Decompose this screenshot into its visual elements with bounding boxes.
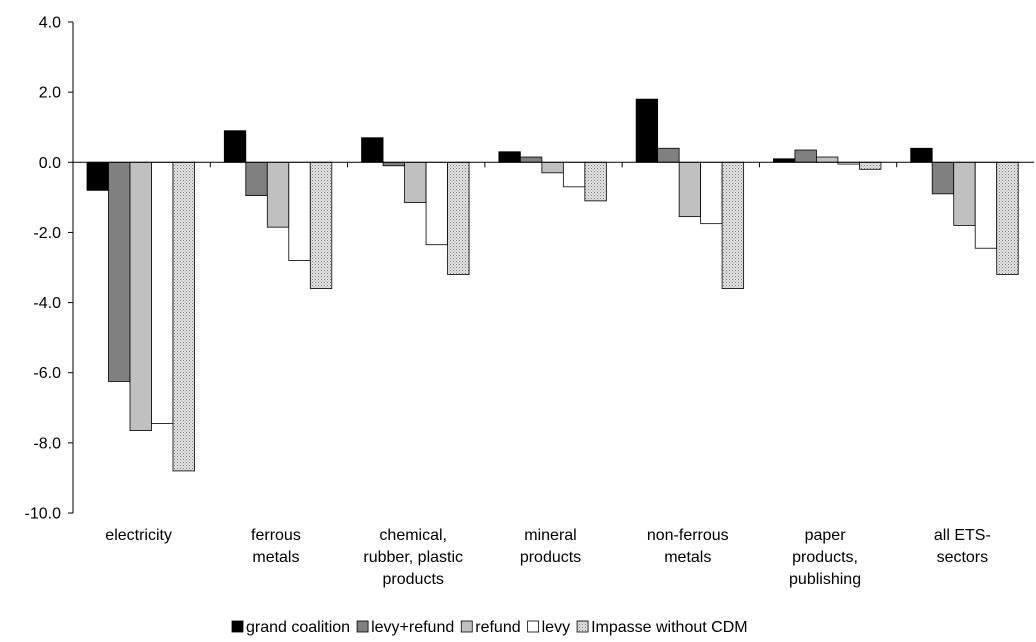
category-label-line: publishing: [789, 571, 861, 588]
y-tick-label: 4.0: [39, 15, 61, 32]
bar-levy-3: [425, 161, 448, 246]
axes-layer: [68, 21, 1034, 514]
legend-label: Impasse without CDM: [591, 619, 748, 636]
category-label: mineral products: [520, 527, 581, 566]
category-label-line: products: [520, 549, 581, 566]
bar-refund-6: [816, 156, 839, 163]
bars-layer: [86, 98, 1019, 472]
bar-levy-refund-1: [108, 161, 131, 382]
bar-impasse-without-cdm-7: [996, 161, 1019, 275]
category-label-line: all ETS-: [934, 527, 991, 544]
bar-levy-refund-3: [382, 161, 405, 167]
y-tick-label: -2.0: [33, 225, 61, 242]
legend-label: levy+refund: [371, 619, 454, 636]
bar-levy-refund-4: [519, 156, 543, 163]
category-label-line: sectors: [937, 549, 989, 566]
category-label-line: rubber, plastic: [363, 549, 463, 566]
bar-impasse-without-cdm-6: [859, 161, 882, 170]
bar-grand-coalition-2: [223, 130, 247, 163]
category-label: ferrous metals: [251, 527, 301, 566]
bar-impasse-without-cdm-2: [309, 161, 333, 289]
bar-levy-4: [562, 161, 586, 188]
bar-levy-refund-2: [245, 161, 268, 197]
bar-refund-3: [404, 161, 427, 204]
category-label-line: mineral: [524, 527, 576, 544]
labels-layer: 4.0 2.0 0.0 -2.0 -4.0 -6.0 -8.0 -10.0 electricit…: [25, 15, 991, 589]
bar-refund-1: [129, 161, 152, 431]
bar-impasse-without-cdm-1: [172, 161, 195, 472]
y-tick-label: -8.0: [33, 435, 61, 452]
bar-levy-refund-5: [657, 147, 680, 163]
category-label-line: electricity: [105, 527, 172, 544]
legend-label: levy: [542, 619, 570, 636]
category-label-line: paper: [805, 527, 847, 544]
bar-refund-2: [266, 161, 290, 228]
category-label: electricity: [105, 527, 172, 544]
category-label-line: products: [383, 571, 444, 588]
bar-impasse-without-cdm-4: [584, 161, 607, 202]
bar-grand-coalition-4: [498, 151, 521, 163]
bar-grand-coalition-1: [86, 161, 109, 191]
y-tick-label: -10.0: [25, 506, 62, 523]
bar-refund-4: [541, 161, 564, 174]
y-tick-label: -6.0: [33, 365, 61, 382]
category-label: chemical, rubber, plastic products: [363, 527, 463, 588]
bar-levy-2: [288, 161, 311, 261]
category-label: non-ferrous metals: [647, 527, 729, 566]
category-label-line: metals: [252, 549, 299, 566]
legend-swatch-refund: [460, 620, 473, 633]
y-tick-label: -4.0: [33, 295, 61, 312]
bar-refund-5: [678, 161, 702, 218]
legend-swatch-levy: [527, 620, 540, 633]
legend-swatch-levy-refund: [356, 620, 369, 633]
category-label: paper products, publishing: [789, 527, 861, 588]
bar-levy-refund-7: [931, 161, 955, 195]
legend-swatch-grand-coalition: [231, 620, 244, 633]
y-tick-label: 0.0: [39, 155, 61, 172]
bar-grand-coalition-3: [361, 137, 384, 163]
bar-levy-1: [151, 161, 174, 424]
category-label-line: ferrous: [251, 527, 301, 544]
legend-label: grand coalition: [246, 619, 350, 636]
y-tick-label: 2.0: [39, 85, 61, 102]
legend: grand coalition levy+refund refund levy Impa…: [231, 619, 748, 636]
bar-grand-coalition-5: [635, 98, 659, 163]
legend-label: refund: [475, 619, 520, 636]
bar-grand-coalition-7: [910, 147, 933, 163]
category-label-line: metals: [664, 549, 711, 566]
category-label-line: products,: [792, 549, 858, 566]
category-label-line: chemical,: [379, 527, 447, 544]
bar-grand-coalition-6: [773, 158, 796, 163]
category-label: all ETS-sectors: [934, 527, 991, 566]
bar-impasse-without-cdm-5: [721, 161, 745, 289]
bar-levy-5: [700, 161, 723, 225]
bar-levy-refund-6: [794, 149, 817, 163]
bar-levy-7: [974, 161, 998, 249]
bar-impasse-without-cdm-3: [447, 161, 470, 275]
category-label-line: non-ferrous: [647, 527, 729, 544]
bar-refund-7: [953, 161, 976, 226]
legend-swatch-impasse-without-cdm: [576, 620, 589, 633]
